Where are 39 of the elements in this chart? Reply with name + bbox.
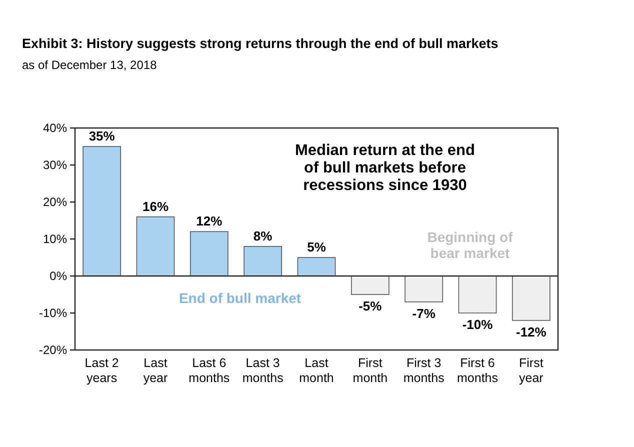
- bar: [82, 146, 122, 276]
- x-tick-label: First 3 months: [403, 356, 444, 385]
- x-tick-label: Last 3 months: [242, 356, 284, 385]
- y-tick-label: 40%: [42, 120, 68, 135]
- annotation: Beginning of bear market: [427, 229, 514, 261]
- annotation: Median return at the end of bull markets before recessions since 1930: [295, 142, 475, 194]
- data-label: -5%: [358, 298, 382, 314]
- data-label: 35%: [88, 128, 116, 144]
- data-label: -7%: [412, 306, 436, 321]
- annotation: End of bull market: [178, 290, 302, 306]
- x-tick-label: First 6 months: [457, 356, 498, 385]
- chart-subtitle: as of December 13, 2018: [22, 58, 158, 72]
- y-tick-label: 0%: [50, 268, 68, 283]
- data-label: 8%: [253, 228, 273, 244]
- x-tick-label: Last month: [299, 356, 334, 385]
- bar: [512, 276, 550, 321]
- bar: [190, 231, 228, 276]
- data-label: 16%: [142, 198, 169, 214]
- x-tick-label: Last 2 years: [84, 356, 119, 385]
- bar: [244, 246, 282, 276]
- bar: [297, 257, 336, 276]
- bar: [350, 276, 390, 295]
- data-label: -12%: [516, 324, 547, 340]
- y-tick-label: 30%: [42, 158, 68, 172]
- y-tick-label: -10%: [38, 306, 68, 320]
- data-label: 12%: [196, 214, 223, 229]
- y-tick-label: -20%: [38, 342, 68, 357]
- bar: [404, 276, 444, 302]
- data-label: 5%: [307, 240, 326, 254]
- y-tick-label: 20%: [42, 194, 68, 209]
- y-tick-label: 10%: [42, 232, 68, 246]
- x-tick-label: First month: [352, 356, 388, 385]
- bar: [458, 276, 497, 314]
- data-label: -10%: [462, 317, 494, 332]
- x-tick-label: Last 6 months: [188, 356, 230, 385]
- bar: [136, 216, 175, 276]
- chart-title: Exhibit 3: History suggests strong returns through the end of bull markets: [22, 36, 498, 51]
- x-tick-label: Last year: [143, 356, 168, 385]
- x-tick-label: First year: [519, 356, 544, 385]
